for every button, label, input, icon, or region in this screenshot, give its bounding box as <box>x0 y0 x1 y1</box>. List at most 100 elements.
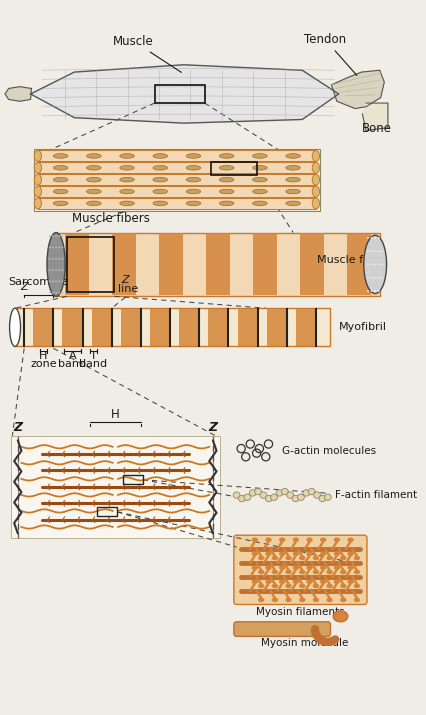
Text: Myofibril: Myofibril <box>339 322 387 332</box>
Ellipse shape <box>55 269 57 271</box>
Bar <box>11 436 220 538</box>
FancyBboxPatch shape <box>234 536 367 604</box>
Polygon shape <box>31 65 339 123</box>
Text: band: band <box>79 360 107 370</box>
Ellipse shape <box>265 579 272 584</box>
Ellipse shape <box>153 189 167 194</box>
Ellipse shape <box>282 488 288 495</box>
Ellipse shape <box>219 154 234 158</box>
Ellipse shape <box>49 235 51 237</box>
Ellipse shape <box>297 494 304 500</box>
Ellipse shape <box>382 264 383 265</box>
Ellipse shape <box>244 494 251 500</box>
Bar <box>34 149 320 211</box>
Text: Myosin filaments: Myosin filaments <box>256 606 345 616</box>
Ellipse shape <box>299 583 305 588</box>
Ellipse shape <box>272 598 278 602</box>
Ellipse shape <box>312 174 320 185</box>
Ellipse shape <box>354 556 360 561</box>
Ellipse shape <box>253 189 267 194</box>
Ellipse shape <box>326 556 333 561</box>
Ellipse shape <box>285 583 292 588</box>
Ellipse shape <box>49 280 51 282</box>
Ellipse shape <box>279 551 285 556</box>
Ellipse shape <box>55 280 57 282</box>
Text: Muscle: Muscle <box>113 35 181 72</box>
Ellipse shape <box>62 280 63 282</box>
Ellipse shape <box>364 235 386 294</box>
Bar <box>150 309 170 345</box>
Ellipse shape <box>260 492 267 498</box>
Ellipse shape <box>320 538 326 542</box>
Ellipse shape <box>306 538 313 542</box>
Ellipse shape <box>286 201 300 206</box>
Ellipse shape <box>354 570 360 574</box>
Bar <box>38 198 316 209</box>
Ellipse shape <box>374 277 376 279</box>
Ellipse shape <box>374 237 376 239</box>
Ellipse shape <box>272 556 278 561</box>
Ellipse shape <box>306 579 313 584</box>
Ellipse shape <box>272 570 278 574</box>
Ellipse shape <box>253 201 267 206</box>
Ellipse shape <box>252 538 258 542</box>
Ellipse shape <box>53 201 68 206</box>
Ellipse shape <box>53 165 68 170</box>
Ellipse shape <box>378 277 380 279</box>
Ellipse shape <box>279 579 285 584</box>
Ellipse shape <box>306 551 313 556</box>
Ellipse shape <box>34 150 41 162</box>
Ellipse shape <box>120 189 134 194</box>
Ellipse shape <box>272 583 278 588</box>
Bar <box>63 309 83 345</box>
Bar <box>38 174 316 185</box>
Ellipse shape <box>58 247 60 248</box>
Ellipse shape <box>258 570 265 574</box>
Text: band: band <box>58 360 86 370</box>
Text: Z: Z <box>121 275 129 285</box>
Ellipse shape <box>233 492 240 498</box>
Ellipse shape <box>49 247 51 248</box>
Ellipse shape <box>354 598 360 602</box>
Ellipse shape <box>326 583 333 588</box>
Ellipse shape <box>312 150 320 162</box>
Ellipse shape <box>186 177 201 182</box>
Ellipse shape <box>52 269 54 271</box>
Ellipse shape <box>367 237 369 239</box>
Text: I: I <box>92 351 95 361</box>
Ellipse shape <box>239 495 245 502</box>
Ellipse shape <box>34 162 41 173</box>
Ellipse shape <box>186 154 201 158</box>
Polygon shape <box>363 103 388 130</box>
Ellipse shape <box>303 490 310 496</box>
Ellipse shape <box>62 269 63 271</box>
Ellipse shape <box>120 154 134 158</box>
Ellipse shape <box>253 154 267 158</box>
Bar <box>179 309 199 345</box>
Text: H: H <box>111 408 120 420</box>
Bar <box>208 309 228 345</box>
Ellipse shape <box>265 495 272 502</box>
Ellipse shape <box>253 165 267 170</box>
Bar <box>296 309 316 345</box>
Ellipse shape <box>286 165 300 170</box>
Ellipse shape <box>382 277 383 279</box>
Ellipse shape <box>285 556 292 561</box>
Ellipse shape <box>299 598 305 602</box>
Ellipse shape <box>53 154 68 158</box>
Text: G-actin molecules: G-actin molecules <box>282 446 376 456</box>
Text: line: line <box>118 284 138 294</box>
Bar <box>112 233 136 295</box>
Ellipse shape <box>86 165 101 170</box>
Bar <box>38 162 316 173</box>
Polygon shape <box>5 87 32 102</box>
Ellipse shape <box>340 583 346 588</box>
Ellipse shape <box>58 258 60 260</box>
Ellipse shape <box>265 538 272 542</box>
Ellipse shape <box>153 201 167 206</box>
Ellipse shape <box>326 598 333 602</box>
Ellipse shape <box>293 566 299 570</box>
Bar <box>67 237 115 292</box>
Bar <box>38 186 316 197</box>
Ellipse shape <box>285 598 292 602</box>
